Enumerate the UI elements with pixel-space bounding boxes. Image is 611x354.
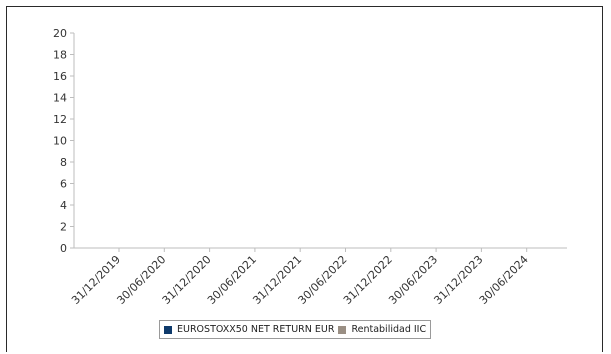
y-tick-label: 20 — [53, 27, 67, 40]
x-tick-label: 30/06/2024 — [477, 253, 531, 307]
y-tick-label: 14 — [53, 92, 67, 105]
y-tick-label: 6 — [60, 178, 67, 191]
chart-frame — [6, 6, 603, 352]
y-tick-label: 4 — [60, 199, 67, 212]
legend-item-series-1[interactable]: Rentabilidad IIC — [338, 324, 426, 335]
y-tick-label: 8 — [60, 156, 67, 169]
legend-swatch — [164, 325, 172, 334]
y-tick-label: 2 — [60, 221, 67, 234]
y-tick-label: 0 — [60, 242, 67, 255]
legend-label: EUROSTOXX50 NET RETURN EUR — [177, 324, 335, 335]
x-axis: 31/12/201930/06/202031/12/202030/06/2021… — [69, 247, 567, 307]
y-tick-label: 12 — [53, 113, 67, 126]
legend-swatch — [338, 325, 347, 334]
y-tick-label: 16 — [53, 70, 67, 83]
y-tick-label: 10 — [53, 135, 67, 148]
legend-item-series-0[interactable]: EUROSTOXX50 NET RETURN EUR — [164, 324, 334, 335]
y-axis: 0 2 4 6 8 10 12 14 16 18 20 — [53, 27, 75, 255]
legend: EUROSTOXX50 NET RETURN EUR Rentabilidad … — [159, 320, 432, 339]
y-tick-label: 18 — [53, 49, 67, 62]
legend-label: Rentabilidad IIC — [351, 324, 427, 335]
